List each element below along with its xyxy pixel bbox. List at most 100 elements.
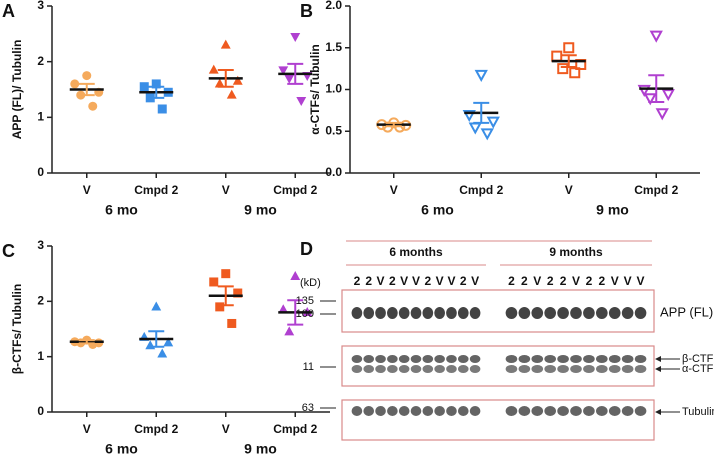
mw-marker: 135 <box>296 295 314 307</box>
y-axis-label: α-CTFs/ Tubulin <box>308 44 322 134</box>
blot-band <box>531 355 544 363</box>
blot-band <box>583 406 595 416</box>
data-point <box>462 109 476 123</box>
blot-band <box>457 355 469 363</box>
lane-label: 2 <box>424 274 431 288</box>
data-point <box>70 79 80 89</box>
x-tick-label: Cmpd 2 <box>273 183 317 197</box>
lane-label: 2 <box>460 274 467 288</box>
band-label: α-CTF <box>682 363 714 375</box>
y-axis-label: β-CTFs/ Tubulin <box>10 284 24 374</box>
data-point <box>278 304 289 314</box>
blot-band <box>398 307 410 319</box>
data-point <box>474 69 488 82</box>
blot-band <box>351 307 363 319</box>
blot-band <box>363 355 375 363</box>
data-point <box>637 84 651 97</box>
data-point <box>649 30 663 43</box>
blot-band <box>557 307 569 319</box>
blot-band <box>422 365 434 373</box>
group-label: 9 months <box>549 245 603 259</box>
data-point <box>563 42 575 54</box>
data-point <box>284 326 295 336</box>
blot-band <box>410 307 422 319</box>
lane-label: V <box>471 274 479 288</box>
blot-frame <box>341 289 655 333</box>
blot-band <box>583 365 595 373</box>
arrow-head <box>655 409 661 415</box>
blot-band <box>596 406 608 416</box>
blot-band <box>375 355 386 363</box>
panel-letter: B <box>300 1 313 21</box>
data-point <box>157 348 168 358</box>
y-tick-label: 1 <box>37 110 44 124</box>
lane-label: 2 <box>521 274 528 288</box>
arrow-head <box>655 366 661 372</box>
data-point <box>232 75 243 85</box>
group-label: 9 mo <box>244 202 277 218</box>
data-point <box>209 277 219 287</box>
blot-band <box>398 365 410 373</box>
blot-band <box>596 355 608 363</box>
lane-label: 2 <box>365 274 372 288</box>
lane-label: 2 <box>508 274 515 288</box>
y-tick-label: 0 <box>37 404 44 418</box>
blot-band <box>531 365 544 373</box>
blot-band <box>351 355 363 363</box>
lane-label: V <box>611 274 619 288</box>
data-point <box>486 116 500 129</box>
blot-band <box>410 355 422 363</box>
blot-band <box>422 355 434 363</box>
blot-band <box>434 365 445 373</box>
lane-label: V <box>533 274 541 288</box>
data-point <box>655 108 669 121</box>
data-point <box>221 269 231 279</box>
x-tick-label: V <box>390 183 398 197</box>
data-point <box>290 33 301 43</box>
lane-label: V <box>412 274 420 288</box>
blot-band <box>387 355 398 363</box>
data-point <box>214 78 225 88</box>
y-tick-label: 1 <box>37 349 44 363</box>
blot-band <box>531 406 544 416</box>
lane-label: V <box>377 274 385 288</box>
data-point <box>290 271 301 281</box>
data-point <box>226 89 237 99</box>
blot-band <box>505 406 518 416</box>
blot-band <box>398 355 410 363</box>
blot-band <box>583 307 595 319</box>
y-tick-label: 2 <box>37 294 44 308</box>
blot-band <box>434 307 445 319</box>
blot-band <box>422 307 434 319</box>
blot-band <box>398 406 410 416</box>
blot-band <box>446 307 457 319</box>
band-label: APP (FL) <box>660 304 713 319</box>
blot-band <box>570 355 582 363</box>
blot-band <box>531 307 544 319</box>
panel-letter: D <box>300 239 313 259</box>
blot-band <box>505 307 518 319</box>
blot-band <box>469 365 481 373</box>
lane-label: V <box>637 274 645 288</box>
data-point <box>151 301 162 311</box>
blot-band <box>457 406 469 416</box>
band-label: β-CTF <box>682 353 714 365</box>
x-tick-label: Cmpd 2 <box>634 183 678 197</box>
lane-label: 2 <box>586 274 593 288</box>
blot-band <box>634 365 647 373</box>
y-tick-label: 3 <box>37 0 44 12</box>
blot-band <box>608 355 621 363</box>
mw-marker: 100 <box>296 308 314 320</box>
blot-band <box>387 406 398 416</box>
unit-label: (kD) <box>300 277 321 289</box>
y-tick-label: 1.0 <box>325 82 342 96</box>
blot-band <box>608 365 621 373</box>
data-point <box>208 64 219 74</box>
blot-band <box>621 355 634 363</box>
data-point <box>284 74 295 84</box>
blot-band <box>363 365 375 373</box>
y-tick-label: 2 <box>37 54 44 68</box>
blot-band <box>634 307 647 319</box>
